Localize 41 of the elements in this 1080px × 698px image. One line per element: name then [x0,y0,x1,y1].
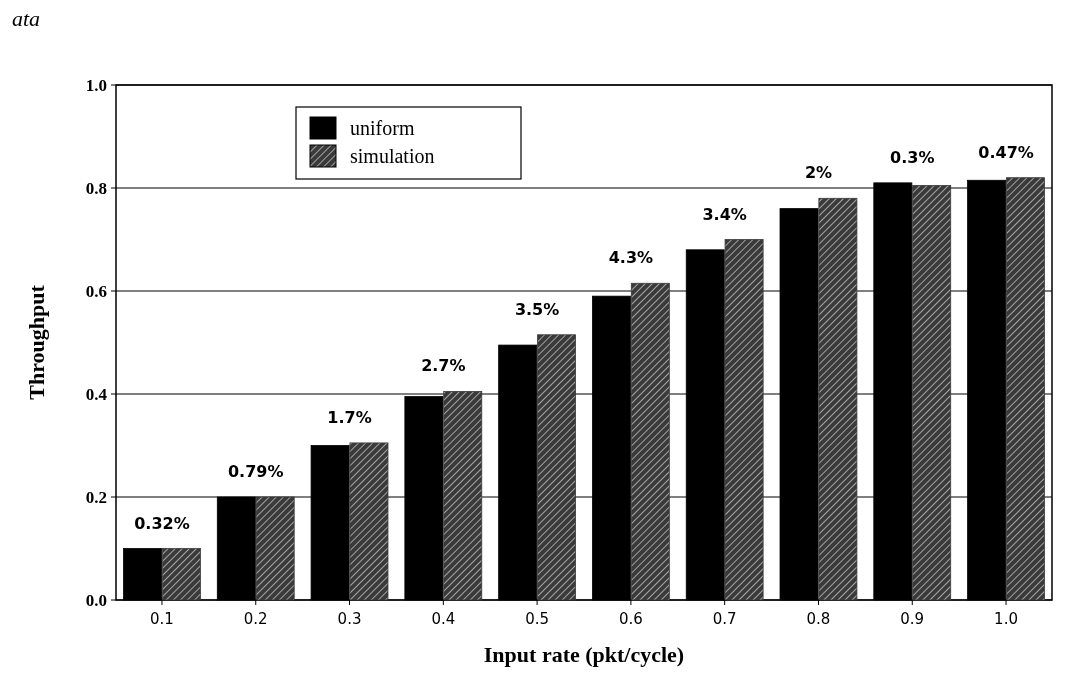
annotation: 0.3% [890,147,935,167]
annotation: 2.7% [421,356,466,376]
annotation: 0.47% [978,142,1034,162]
x-tick-label: 0.7 [712,610,737,628]
annotation: 2% [804,163,833,183]
annotation: 4.3% [608,248,654,268]
x-tick-label: 1.0 [994,610,1018,628]
bar [724,239,764,601]
x-tick-label: 0.3 [337,610,362,628]
x-axis-title: Input rate (pkt/cycle) [483,642,685,667]
y-tick-label: 1.0 [85,75,107,95]
bar [443,391,483,601]
y-tick-label: 0.0 [85,590,107,610]
annotation: 1.7% [327,407,372,427]
text: ata [12,6,41,31]
legend-label: uniform [350,117,415,139]
annotation: 0.32% [134,513,190,533]
bar [255,496,295,601]
bar [630,282,670,601]
x-tick-label: 0.4 [431,610,456,628]
bar [818,197,858,601]
bar [161,548,201,601]
y-tick-label: 0.2 [85,487,107,507]
x-tick-label: 0.8 [806,610,831,628]
x-tick-label: 0.5 [525,610,550,628]
y-tick-label: 0.8 [85,178,107,198]
x-tick-label: 0.1 [150,610,174,628]
annotation: 0.79% [227,462,284,481]
y-axis-title: Throughput [24,284,49,400]
y-tick-label: 0.4 [85,384,108,404]
bar [349,442,389,601]
x-tick-label: 0.6 [618,610,643,628]
bar [912,185,952,601]
annotation: 3.4% [702,204,747,224]
x-tick-label: 0.2 [243,610,268,628]
bar [1006,177,1045,601]
annotation: 3.5% [514,299,560,319]
legend-label: simulation [350,145,435,167]
y-tick-label: 0.6 [85,281,107,301]
x-tick-label: 0.9 [900,610,925,628]
bar [537,334,576,601]
